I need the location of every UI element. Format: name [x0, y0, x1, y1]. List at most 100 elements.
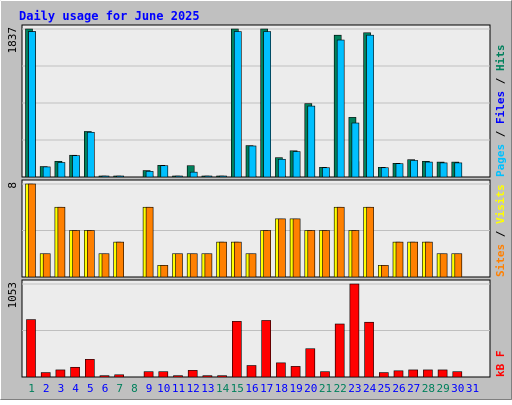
- bar-kb-f: [408, 369, 419, 378]
- chart-title: Daily usage for June 2025: [19, 9, 200, 23]
- bar-pages: [72, 155, 80, 178]
- bar-sites: [145, 206, 154, 278]
- day-label: 4: [72, 382, 79, 395]
- bar-kb-f: [305, 348, 316, 378]
- bar-sites: [380, 265, 389, 278]
- bar-pages: [160, 165, 169, 178]
- bar-sites: [42, 253, 51, 278]
- y-max-label: 1837: [6, 27, 19, 54]
- bar-pages: [322, 167, 330, 178]
- bar-sites: [292, 218, 301, 278]
- day-label: 28: [422, 382, 435, 395]
- day-label: 7: [116, 382, 123, 395]
- day-label: 3: [58, 382, 65, 395]
- bar-sites: [425, 241, 433, 278]
- day-label: 9: [146, 382, 153, 395]
- bar-pages: [410, 160, 419, 178]
- panel-legend: kB F: [494, 351, 507, 378]
- bar-kb-f: [290, 366, 301, 378]
- day-label: 14: [216, 382, 230, 395]
- bar-kb-f: [276, 362, 286, 378]
- day-label: 23: [348, 382, 361, 395]
- legend-entry: Hits: [494, 45, 507, 72]
- bar-kb-f: [349, 283, 360, 378]
- bar-pages: [175, 175, 183, 178]
- bar-pages: [366, 34, 374, 178]
- bar-sites: [189, 253, 198, 278]
- bar-pages: [204, 175, 213, 178]
- bar-pages: [336, 39, 345, 178]
- bar-kb-f: [143, 371, 154, 378]
- bar-kb-f: [158, 371, 169, 378]
- day-label: 25: [378, 382, 391, 395]
- panel-legend: Pages / Files / Hits: [494, 45, 507, 178]
- bar-kb-f: [26, 319, 36, 378]
- day-label: 18: [275, 382, 288, 395]
- bar-sites: [101, 253, 110, 278]
- bar-sites: [439, 253, 448, 278]
- bar-sites: [307, 230, 316, 278]
- bar-pages: [439, 162, 448, 178]
- bar-kb-f: [70, 366, 80, 378]
- bar-pages: [380, 167, 389, 178]
- bar-kb-f: [320, 371, 330, 378]
- bar-pages: [234, 31, 242, 178]
- day-label: 6: [102, 382, 109, 395]
- y-max-label: 1053: [6, 282, 19, 309]
- day-label: 29: [436, 382, 449, 395]
- bar-kb-f: [173, 375, 183, 378]
- bar-pages: [145, 171, 154, 178]
- bar-sites: [204, 253, 213, 278]
- bar-sites: [278, 218, 286, 278]
- bar-kb-f: [232, 321, 242, 378]
- legend-entry: Visits: [494, 184, 507, 224]
- bar-pages: [395, 163, 404, 178]
- bar-sites: [72, 230, 80, 278]
- day-label: 19: [289, 382, 302, 395]
- day-label: 5: [87, 382, 94, 395]
- bar-pages: [57, 162, 66, 178]
- day-label: 13: [201, 382, 214, 395]
- day-label: 15: [231, 382, 244, 395]
- day-label: 31: [466, 382, 479, 395]
- bar-sites: [87, 230, 95, 278]
- day-label: 2: [43, 382, 50, 395]
- bar-sites: [322, 230, 330, 278]
- bar-kb-f: [334, 323, 345, 378]
- day-label: 8: [131, 382, 138, 395]
- bar-sites: [28, 183, 36, 278]
- bar-pages: [351, 122, 360, 178]
- day-label: 21: [319, 382, 332, 395]
- legend-entry: Sites: [494, 244, 507, 277]
- bar-pages: [248, 145, 257, 178]
- bar-pages: [87, 131, 95, 178]
- bar-sites: [175, 253, 183, 278]
- bar-sites: [395, 241, 404, 278]
- bar-kb-f: [217, 375, 227, 378]
- bar-kb-f: [99, 375, 110, 378]
- y-max-label: 8: [6, 182, 19, 189]
- bar-sites: [160, 265, 169, 278]
- bar-pages: [219, 175, 227, 178]
- bar-kb-f: [202, 375, 213, 378]
- legend-separator: /: [494, 71, 507, 91]
- day-label: 12: [187, 382, 200, 395]
- panel-1: 1837 Pages / Files / Hits: [6, 24, 507, 178]
- bar-kb-f: [187, 370, 198, 378]
- day-label: 27: [407, 382, 420, 395]
- bar-sites: [454, 253, 463, 278]
- legend-entry: kB F: [494, 351, 507, 378]
- bar-pages: [292, 151, 301, 178]
- day-label: 20: [304, 382, 317, 395]
- bar-sites: [410, 241, 419, 278]
- bar-pages: [101, 175, 110, 178]
- bar-kb-f: [393, 370, 404, 378]
- panel-2: 8 Sites / Visits: [6, 179, 507, 278]
- panel-legend: Sites / Visits: [494, 184, 507, 277]
- day-label: 10: [157, 382, 170, 395]
- bar-sites: [116, 241, 124, 278]
- legend-separator: /: [494, 224, 507, 244]
- bar-pages: [42, 166, 51, 178]
- chart-panels: 1837 Pages / Files / Hits 8 Sites / Visits 1…: [6, 24, 507, 378]
